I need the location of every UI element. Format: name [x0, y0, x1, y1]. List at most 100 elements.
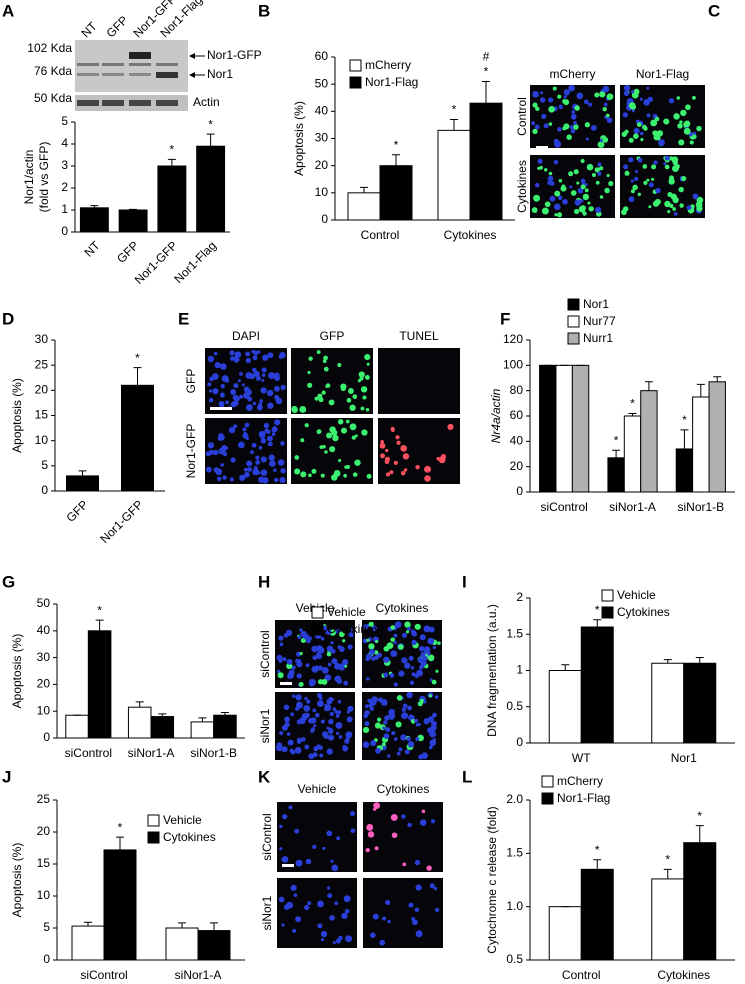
error-bar: [695, 825, 704, 843]
cell: [281, 923, 285, 927]
cell: [606, 93, 614, 101]
cell: [339, 646, 345, 652]
bar: [640, 390, 658, 493]
cell: [428, 626, 435, 633]
blot-band: [77, 100, 99, 106]
cell: [563, 89, 568, 94]
significance-mark: *: [697, 809, 702, 823]
error-bar: [482, 80, 490, 104]
cell: [262, 477, 269, 484]
cell: [295, 706, 300, 711]
cell: [337, 363, 342, 368]
cell: [377, 717, 382, 722]
bar: [539, 364, 557, 493]
cell: [400, 734, 407, 741]
cell: [643, 99, 650, 106]
cell: [390, 625, 395, 630]
cell: [532, 102, 538, 108]
bar: [651, 662, 685, 744]
cell: [658, 139, 665, 147]
cell: [637, 192, 641, 197]
bar: [580, 626, 614, 744]
cell: [573, 124, 579, 130]
cell: [604, 187, 610, 194]
cell: [277, 672, 284, 679]
cell: [335, 722, 343, 729]
y-axis-label: Nor1/actin: [22, 150, 36, 205]
blot-band: [77, 63, 99, 66]
cell: [260, 456, 267, 463]
cell: [431, 679, 437, 685]
cell: [374, 846, 379, 851]
cell: [315, 665, 319, 669]
significance-mark: *: [595, 843, 600, 857]
bar: [469, 102, 503, 221]
bar: [548, 906, 582, 961]
cell: [362, 741, 370, 749]
legend-label: Nur77: [583, 314, 616, 328]
cell: [289, 748, 294, 753]
cell: [274, 419, 281, 426]
cell: [419, 634, 426, 641]
cell: [364, 374, 370, 380]
cell: [252, 355, 258, 361]
y-tick-label: 2: [61, 180, 68, 194]
cell: [537, 158, 543, 164]
y-tick-label: 0: [41, 483, 48, 497]
image-row-label: siNor1: [258, 708, 272, 743]
x-tick-label: Nor1-Flag: [171, 238, 219, 286]
bar: [190, 721, 215, 739]
cell: [263, 422, 270, 429]
cell: [606, 173, 610, 178]
cell: [586, 163, 594, 171]
cell: [584, 188, 589, 193]
cell: [679, 120, 683, 124]
y-tick-label: 20: [35, 383, 49, 397]
cell: [259, 433, 266, 439]
cell: [367, 831, 375, 838]
cell: [311, 468, 317, 474]
bar: [157, 165, 187, 233]
cell: [366, 473, 372, 479]
cell: [428, 745, 433, 750]
cell: [628, 137, 634, 143]
cell: [347, 644, 353, 650]
y-tick-label: 15: [35, 408, 49, 422]
x-tick-label: siNor1-A: [609, 500, 656, 514]
x-tick-label: siNor1-B: [677, 500, 724, 514]
blot-band: [102, 100, 124, 106]
cell: [664, 200, 671, 208]
y-tick-label: 40: [510, 434, 524, 448]
cell: [389, 470, 394, 475]
x-tick-label: Cytokines: [657, 968, 710, 982]
cell: [366, 638, 370, 643]
cell: [433, 886, 438, 891]
cell: [571, 110, 576, 114]
cell: [229, 356, 235, 361]
y-tick-label: 0: [61, 224, 68, 238]
cell: [326, 651, 332, 657]
cell: [650, 177, 655, 181]
cell: [398, 670, 405, 677]
lane-label: GFP: [103, 13, 130, 40]
cell: [334, 675, 342, 683]
cell: [321, 679, 328, 685]
cell: [281, 856, 289, 863]
micrograph: [363, 878, 443, 948]
cell: [419, 698, 425, 704]
cell: [325, 630, 329, 635]
cell: [328, 399, 335, 406]
cell: [370, 932, 376, 938]
cell: [584, 122, 591, 128]
cell: [343, 680, 349, 686]
cell: [549, 181, 555, 186]
cell: [366, 362, 370, 366]
cell: [324, 674, 332, 681]
legend-label: Vehicle: [327, 605, 366, 619]
cell: [637, 157, 643, 163]
legend-swatch: [311, 606, 324, 619]
y-tick-label: 40: [315, 104, 329, 118]
cell: [680, 109, 687, 117]
cell: [663, 162, 667, 166]
cell: [429, 678, 433, 682]
